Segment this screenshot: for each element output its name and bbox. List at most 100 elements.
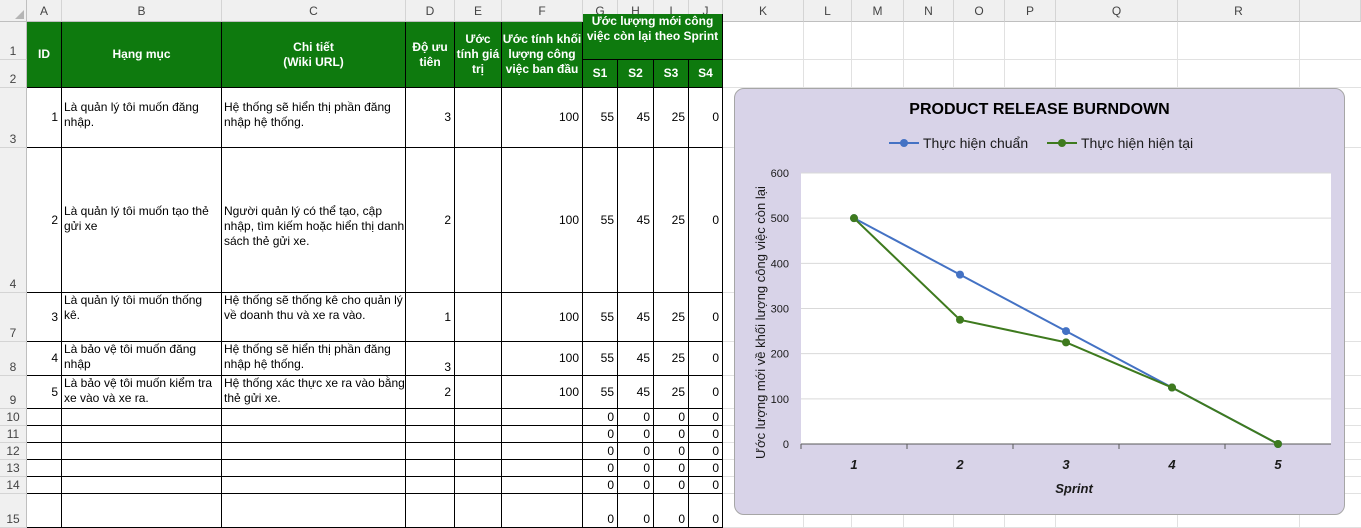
cell-s3[interactable]: 0 [654,494,689,528]
row-header-14[interactable]: 14 [0,477,27,494]
cell-s3[interactable]: 25 [654,88,689,148]
cell-item[interactable] [62,494,222,528]
cell-initial[interactable] [502,494,583,528]
cell-s3[interactable]: 25 [654,293,689,342]
hdr-s4[interactable]: S4 [689,60,723,88]
cell-id[interactable] [27,426,62,443]
row-header-10[interactable]: 10 [0,409,27,426]
cell-item[interactable] [62,409,222,426]
column-header-l[interactable]: L [804,0,852,22]
cell-s3[interactable]: 25 [654,148,689,293]
cell-initial[interactable]: 100 [502,148,583,293]
cell-detail[interactable]: Hệ thống sẽ thống kê cho quản lý về doan… [222,293,406,342]
cell-value[interactable] [455,460,502,477]
cell-s1[interactable]: 0 [583,494,618,528]
cell-priority[interactable] [406,443,455,460]
cell-detail[interactable] [222,409,406,426]
cell-s4[interactable]: 0 [689,443,723,460]
hdr-s1[interactable]: S1 [583,60,618,88]
row-header-11[interactable]: 11 [0,426,27,443]
row-header-15[interactable]: 15 [0,494,27,528]
cell-priority[interactable] [406,426,455,443]
cell-item[interactable] [62,443,222,460]
cell-s1[interactable]: 55 [583,293,618,342]
row-header-4[interactable]: 4 [0,148,27,293]
row-header-7[interactable]: 7 [0,293,27,342]
column-header-m[interactable]: M [852,0,904,22]
cell-s3[interactable]: 25 [654,376,689,409]
cell-priority[interactable]: 1 [406,293,455,342]
cell-id[interactable]: 2 [27,148,62,293]
cell-item[interactable]: Là quản lý tôi muốn thống kê. [62,293,222,342]
row-header-3[interactable]: 3 [0,88,27,148]
cell-s3[interactable]: 0 [654,477,689,494]
cell-id[interactable]: 5 [27,376,62,409]
hdr-value[interactable]: Ước tính giá trị [455,22,502,88]
column-header-k[interactable]: K [723,0,804,22]
cell-id[interactable]: 4 [27,342,62,376]
cell-s3[interactable]: 25 [654,342,689,376]
cell-priority[interactable] [406,409,455,426]
cell-id[interactable] [27,409,62,426]
cell-s4[interactable]: 0 [689,460,723,477]
cell-s2[interactable]: 45 [618,342,654,376]
cell-initial[interactable] [502,426,583,443]
cell-detail[interactable]: Hệ thống xác thực xe ra vào bằng thẻ gửi… [222,376,406,409]
select-all-corner[interactable] [0,0,27,22]
cell-s2[interactable]: 0 [618,477,654,494]
cell-initial[interactable] [502,477,583,494]
cell-detail[interactable]: Người quản lý có thể tạo, cập nhập, tìm … [222,148,406,293]
cell-s2[interactable]: 0 [618,460,654,477]
cell-s4[interactable]: 0 [689,477,723,494]
cell-value[interactable] [455,477,502,494]
cell-s1[interactable]: 0 [583,477,618,494]
cell-s1[interactable]: 0 [583,409,618,426]
cell-s1[interactable]: 0 [583,460,618,477]
cell-item[interactable]: Là bảo vệ tôi muốn đăng nhập [62,342,222,376]
row-header-2[interactable]: 2 [0,60,27,88]
cell-value[interactable] [455,426,502,443]
row-header-12[interactable]: 12 [0,443,27,460]
cell-s3[interactable]: 0 [654,409,689,426]
hdr-priority[interactable]: Độ ưu tiên [406,22,455,88]
column-header-p[interactable]: P [1005,0,1056,22]
cell-item[interactable]: Là quản lý tôi muốn đăng nhập. [62,88,222,148]
cell-s4[interactable]: 0 [689,376,723,409]
cell-item[interactable]: Là quản lý tôi muốn tạo thẻ gửi xe [62,148,222,293]
cell-id[interactable] [27,443,62,460]
cell-s1[interactable]: 55 [583,88,618,148]
cell-item[interactable]: Là bảo vệ tôi muốn kiểm tra xe vào và xe… [62,376,222,409]
cell-s1[interactable]: 0 [583,426,618,443]
cell-s4[interactable]: 0 [689,148,723,293]
cell-s4[interactable]: 0 [689,409,723,426]
hdr-remaining[interactable]: Ước lượng mới công việc còn lại theo Spr… [583,14,723,60]
cell-initial[interactable] [502,409,583,426]
cell-detail[interactable] [222,460,406,477]
cell-id[interactable] [27,494,62,528]
row-header-9[interactable]: 9 [0,376,27,409]
cell-s2[interactable]: 0 [618,443,654,460]
cell-s3[interactable]: 0 [654,460,689,477]
cell-initial[interactable]: 100 [502,376,583,409]
cell-s2[interactable]: 0 [618,409,654,426]
cell-s2[interactable]: 0 [618,494,654,528]
column-header-n[interactable]: N [904,0,954,22]
cell-value[interactable] [455,342,502,376]
column-header-r[interactable]: R [1178,0,1300,22]
cell-priority[interactable]: 2 [406,148,455,293]
column-header-e[interactable]: E [455,0,502,22]
cell-initial[interactable]: 100 [502,293,583,342]
cell-item[interactable] [62,426,222,443]
cell-s1[interactable]: 0 [583,443,618,460]
column-header-b[interactable]: B [62,0,222,22]
cell-initial[interactable] [502,460,583,477]
cell-s1[interactable]: 55 [583,342,618,376]
column-header-a[interactable]: A [27,0,62,22]
cell-s3[interactable]: 0 [654,443,689,460]
hdr-initial[interactable]: Ước tính khối lượng công việc ban đầu [502,22,583,88]
cell-s2[interactable]: 45 [618,88,654,148]
cell-value[interactable] [455,148,502,293]
row-header-13[interactable]: 13 [0,460,27,477]
cell-s1[interactable]: 55 [583,376,618,409]
cell-s2[interactable]: 45 [618,148,654,293]
